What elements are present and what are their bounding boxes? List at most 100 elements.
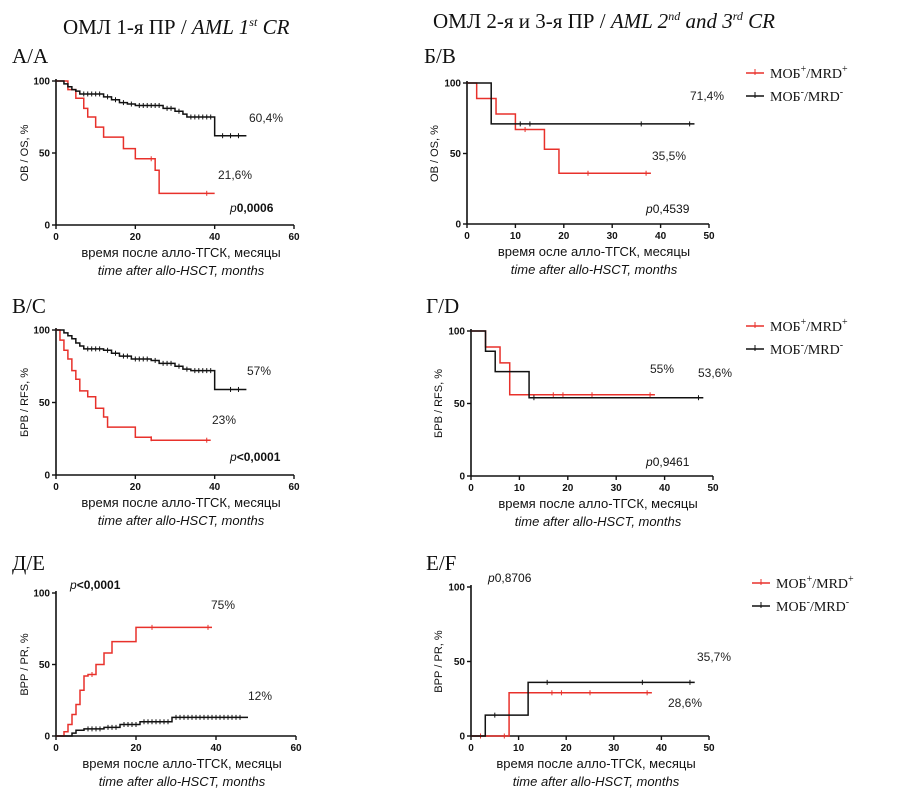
header-left: ОМЛ 1-я ПР / AML 1st CR <box>63 15 290 39</box>
legend-label: МОБ+/MRD+ <box>770 317 848 335</box>
x-axis-label-en: time after allo-HSCT, months <box>513 774 680 789</box>
survival-label: 53,6% <box>698 366 732 380</box>
x-tick-label: 0 <box>53 743 59 754</box>
x-axis-label-ru: время после алло-ТГСК, месяцы <box>81 245 280 260</box>
km-panel-f: Е/F 0 50 100 0 10 20 30 40 50 ВРР / PR, % время пос… <box>426 551 731 789</box>
y-tick-label: 0 <box>455 220 461 231</box>
km-panel-b: Б/B 0 50 100 0 10 20 30 40 50 ОВ / OS, % время осле… <box>424 44 724 277</box>
y-axis-label: ОВ / OS, % <box>429 125 441 182</box>
y-tick-label: 100 <box>33 77 50 88</box>
survival-label: 35,7% <box>697 650 731 664</box>
y-tick-label: 0 <box>459 732 465 743</box>
legend-label: МОБ-/MRD- <box>770 340 843 358</box>
y-tick-label: 100 <box>33 326 50 337</box>
y-tick-label: 50 <box>454 399 466 410</box>
panel-label: А/A <box>12 44 49 68</box>
panel-label: В/C <box>12 294 46 318</box>
x-tick-label: 40 <box>209 482 221 493</box>
survival-label: 35,5% <box>652 149 686 163</box>
x-axis-label-ru: время после алло-ТГСК, месяцы <box>82 756 281 771</box>
y-tick-label: 50 <box>39 398 51 409</box>
km-curve <box>56 329 247 391</box>
y-tick-label: 50 <box>39 149 51 160</box>
legend-label: МОБ-/MRD- <box>776 597 849 615</box>
p-value: p0,0006 <box>229 201 274 215</box>
panel-label: Б/B <box>424 44 456 68</box>
y-tick-label: 0 <box>459 472 465 483</box>
x-tick-label: 40 <box>655 231 667 242</box>
p-value: p0,9461 <box>645 455 690 469</box>
survival-label: 57% <box>247 364 271 378</box>
survival-label: 28,6% <box>668 696 702 710</box>
x-axis-label-ru: время после алло-ТГСК, месяцы <box>81 495 280 510</box>
header-right: ОМЛ 2-я и 3-я ПР / AML 2nd and 3rd CR <box>433 9 775 33</box>
y-axis-label: ВРР / PR, % <box>433 630 445 693</box>
km-curve <box>56 329 211 441</box>
km-panel-e: Д/E 0 50 100 0 20 40 60 ВРР / PR, % время после а… <box>12 551 302 789</box>
p-value: p<0,0001 <box>229 450 281 464</box>
km-curve <box>471 330 655 396</box>
survival-label: 55% <box>650 362 674 376</box>
legend-3: МОБ+/MRD+ МОБ-/MRD- <box>752 574 854 615</box>
survival-label: 71,4% <box>690 89 724 103</box>
panel-label: Г/D <box>426 294 459 318</box>
x-tick-label: 40 <box>659 483 671 494</box>
x-tick-label: 10 <box>514 483 526 494</box>
y-tick-label: 0 <box>44 471 50 482</box>
x-tick-label: 60 <box>290 743 302 754</box>
x-axis-label-ru: время после алло-ТГСК, месяцы <box>496 756 695 771</box>
legend-label: МОБ+/MRD+ <box>770 64 848 82</box>
x-tick-label: 40 <box>209 232 221 243</box>
km-panel-c: В/C 0 50 100 0 20 40 60 БРВ / RFS, % время после … <box>12 294 300 528</box>
x-tick-label: 60 <box>288 232 300 243</box>
x-tick-label: 0 <box>53 232 59 243</box>
p-value: p0,4539 <box>645 202 690 216</box>
survival-label: 23% <box>212 413 236 427</box>
km-panel-d: Г/D 0 50 100 0 10 20 30 40 50 БРВ / RFS, % время по… <box>426 294 732 529</box>
x-tick-label: 30 <box>608 743 620 754</box>
x-tick-label: 0 <box>468 483 474 494</box>
x-axis-label-en: time after allo-HSCT, months <box>98 513 265 528</box>
x-tick-label: 40 <box>656 743 668 754</box>
x-tick-label: 50 <box>703 743 715 754</box>
x-axis-label-ru: время после алло-ТГСК, месяцы <box>498 496 697 511</box>
legend-1: МОБ+/MRD+ МОБ-/MRD- <box>746 64 848 105</box>
panel-label: Е/F <box>426 551 456 575</box>
x-axis-label-en: time after allo-HSCT, months <box>99 774 266 789</box>
x-axis-label-ru: время осле алло-ТГСК, месяцы <box>498 244 690 259</box>
km-curve <box>471 330 704 399</box>
km-curve <box>56 80 247 137</box>
x-tick-label: 20 <box>130 482 142 493</box>
x-tick-label: 10 <box>513 743 525 754</box>
x-tick-label: 20 <box>130 232 142 243</box>
y-tick-label: 50 <box>39 660 51 671</box>
x-tick-label: 10 <box>510 231 522 242</box>
y-tick-label: 0 <box>44 732 50 743</box>
km-curve <box>56 80 215 195</box>
x-tick-label: 40 <box>210 743 222 754</box>
x-tick-label: 30 <box>607 231 619 242</box>
km-curve <box>471 681 695 737</box>
y-tick-label: 50 <box>454 657 466 668</box>
y-axis-label: БРВ / RFS, % <box>19 368 31 437</box>
y-axis-label: ОВ / OS, % <box>19 124 31 181</box>
survival-label: 21,6% <box>218 168 252 182</box>
y-tick-label: 50 <box>450 149 462 160</box>
x-tick-label: 20 <box>561 743 573 754</box>
legend-2: МОБ+/MRD+ МОБ-/MRD- <box>746 317 848 358</box>
x-tick-label: 0 <box>53 482 59 493</box>
p-value: p<0,0001 <box>69 578 121 592</box>
x-tick-label: 20 <box>562 483 574 494</box>
x-tick-label: 50 <box>703 231 715 242</box>
x-axis-label-en: time after allo-HSCT, months <box>98 263 265 278</box>
y-tick-label: 100 <box>444 79 461 90</box>
y-tick-label: 100 <box>33 589 50 600</box>
survival-label: 12% <box>248 689 272 703</box>
km-curve <box>467 82 695 125</box>
y-tick-label: 0 <box>44 221 50 232</box>
x-tick-label: 20 <box>130 743 142 754</box>
x-tick-label: 0 <box>468 743 474 754</box>
x-tick-label: 30 <box>611 483 623 494</box>
